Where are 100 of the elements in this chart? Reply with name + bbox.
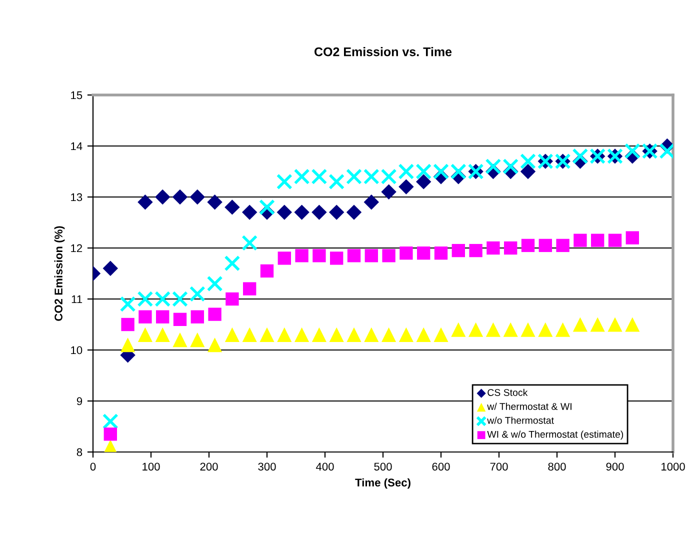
point (102, 260, 118, 276)
point (468, 322, 484, 337)
point (312, 249, 326, 262)
point (538, 238, 552, 252)
x-tick-label: 400 (316, 462, 334, 471)
point (416, 327, 431, 342)
point (294, 204, 310, 220)
point (242, 327, 257, 342)
y-tick-label: 12 (71, 244, 82, 252)
point (173, 312, 187, 326)
point (520, 322, 536, 337)
point (226, 292, 239, 306)
point (434, 327, 448, 342)
point (224, 327, 240, 342)
point (242, 204, 258, 220)
point (608, 317, 622, 332)
point (626, 231, 639, 244)
y-tick-label: 11 (72, 295, 82, 304)
y-tick-label: 14 (71, 142, 82, 150)
y-tick-label: 9 (76, 397, 82, 406)
point (416, 174, 432, 190)
legend-label: w/o Thermostat (487, 416, 554, 424)
point (172, 332, 188, 348)
point (242, 234, 258, 251)
point (156, 310, 170, 324)
point (102, 413, 118, 430)
point (120, 296, 136, 312)
point (138, 327, 152, 342)
x-tick-label: 800 (548, 462, 566, 471)
legend-label: CS Stock (488, 388, 528, 396)
point (224, 255, 240, 272)
point (330, 252, 344, 265)
point (504, 241, 518, 255)
point (382, 249, 396, 262)
point (486, 241, 500, 255)
point (206, 276, 223, 292)
y-tick-label: 15 (71, 91, 82, 100)
point (538, 322, 553, 337)
x-tick-label: 100 (142, 462, 160, 471)
point (556, 322, 570, 337)
point (243, 282, 256, 296)
x-tick-label: 700 (490, 462, 508, 471)
point (294, 327, 310, 342)
point (312, 327, 326, 342)
point (572, 317, 588, 332)
point (521, 238, 535, 252)
point (276, 174, 292, 190)
point (190, 332, 205, 348)
point (434, 246, 448, 260)
point (208, 308, 222, 321)
y-tick-label: 10 (71, 346, 82, 354)
point (278, 252, 291, 265)
point (451, 322, 466, 337)
point (381, 184, 396, 200)
point (224, 200, 240, 215)
y-axis-title: CO2 Emission (%) (54, 226, 65, 321)
point (312, 204, 327, 220)
point (190, 189, 206, 205)
point (503, 322, 518, 337)
point (277, 327, 292, 342)
point (556, 238, 570, 252)
point (400, 246, 413, 260)
point (260, 264, 274, 278)
point (398, 327, 414, 342)
point (608, 234, 622, 247)
point (346, 204, 362, 220)
point (104, 428, 117, 441)
x-tick-label: 900 (606, 462, 624, 471)
point (591, 234, 604, 247)
point (398, 179, 414, 194)
point (189, 286, 206, 302)
point (155, 327, 170, 342)
point (259, 199, 275, 216)
point (172, 189, 188, 205)
point (138, 194, 153, 210)
point (138, 310, 152, 324)
x-tick-label: 500 (374, 462, 392, 471)
point (154, 189, 170, 205)
point (469, 244, 482, 258)
point (417, 246, 430, 260)
point (520, 164, 536, 180)
point (364, 194, 380, 210)
x-axis-title: Time (Sec) (355, 478, 410, 489)
point (346, 327, 362, 342)
point (382, 327, 396, 342)
point (347, 249, 361, 262)
point (364, 249, 378, 262)
point (260, 327, 274, 342)
point (364, 327, 379, 342)
chart-title: CO2 Emission vs. Time (314, 47, 452, 56)
point (329, 327, 344, 342)
legend-label: w/ Thermostat & WI (487, 402, 572, 410)
point (328, 204, 344, 220)
point (574, 234, 587, 247)
point (276, 204, 292, 220)
y-tick-label: 13 (71, 193, 82, 202)
x-tick-label: 1000 (661, 462, 685, 471)
x-tick-label: 200 (200, 462, 218, 471)
point (328, 174, 345, 190)
x-tick-label: 300 (258, 462, 276, 471)
